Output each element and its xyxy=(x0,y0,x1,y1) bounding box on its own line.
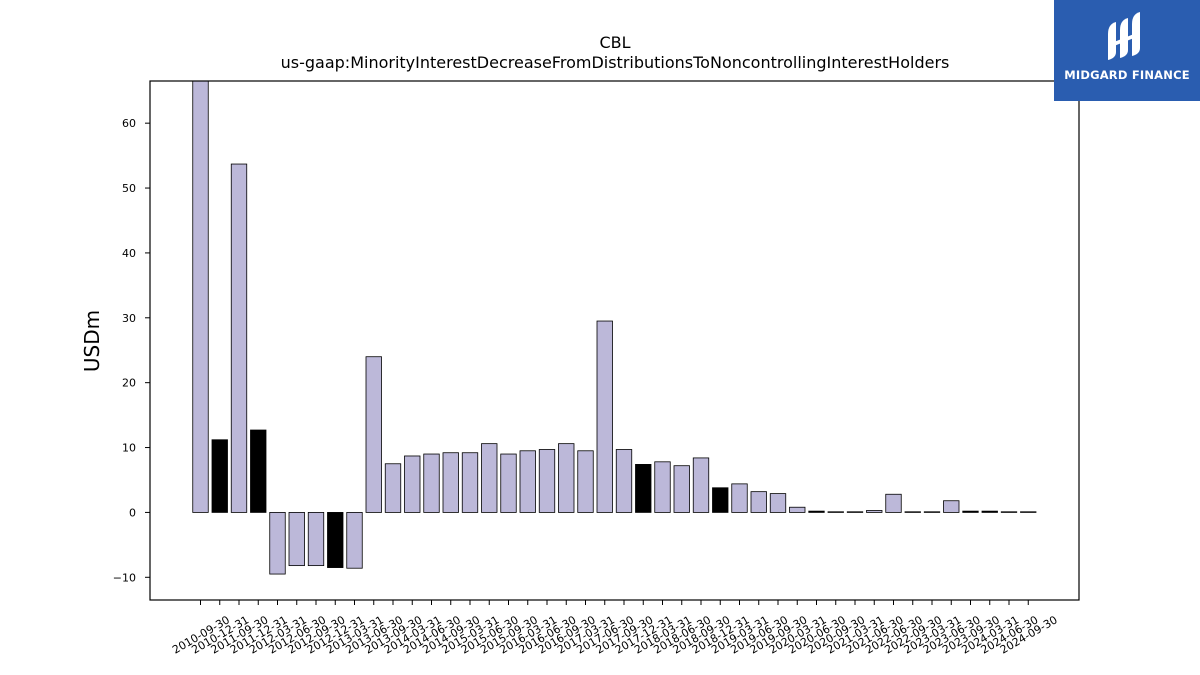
bar xyxy=(635,464,652,513)
bar xyxy=(827,511,844,513)
y-tick-label: −10 xyxy=(113,571,136,584)
bar xyxy=(1000,511,1018,513)
plot-frame xyxy=(149,80,1080,601)
bar xyxy=(423,453,440,513)
plot-area: −1001020304050602010-09-302010-12-312011… xyxy=(113,80,1060,657)
bar xyxy=(923,511,941,513)
y-tick-label: 60 xyxy=(122,117,136,130)
bar xyxy=(731,483,748,513)
bar xyxy=(365,356,382,513)
bar xyxy=(673,465,690,513)
bar xyxy=(866,510,883,513)
y-tick-label: 40 xyxy=(122,247,136,260)
bar xyxy=(712,487,729,513)
y-tick-label: 30 xyxy=(122,312,136,325)
bar xyxy=(307,512,325,567)
bar xyxy=(230,163,248,513)
logo-text: MIDGARD FINANCE xyxy=(1064,68,1190,82)
bar xyxy=(442,452,459,513)
bar xyxy=(692,457,710,513)
bar xyxy=(288,512,305,567)
bar xyxy=(1020,511,1037,513)
bar xyxy=(769,493,787,513)
brand-logo: MIDGARD FINANCE xyxy=(1054,0,1200,101)
bar xyxy=(327,512,344,568)
bar xyxy=(904,511,921,513)
bar xyxy=(384,463,402,513)
bar xyxy=(615,449,633,513)
bar xyxy=(192,80,209,513)
bar xyxy=(885,493,902,513)
bar xyxy=(481,443,498,513)
y-axis-label: USDm xyxy=(80,310,104,372)
bar xyxy=(577,450,594,513)
bar xyxy=(558,443,575,513)
y-tick-label: 0 xyxy=(129,506,136,519)
bar xyxy=(943,500,960,513)
bar xyxy=(962,510,979,513)
bar xyxy=(346,512,363,569)
bar xyxy=(538,449,556,513)
bar xyxy=(981,510,998,513)
bar xyxy=(461,452,479,513)
y-tick-label: 50 xyxy=(122,182,136,195)
y-tick-label: 10 xyxy=(122,442,136,455)
bar xyxy=(500,453,517,513)
bar xyxy=(750,491,767,513)
bar xyxy=(404,455,421,513)
bar xyxy=(519,450,536,513)
bar xyxy=(808,510,825,513)
bar xyxy=(250,429,267,513)
bar xyxy=(269,512,286,575)
y-tick-label: 20 xyxy=(122,377,136,390)
bar xyxy=(211,439,228,513)
bar xyxy=(789,506,806,513)
bar xyxy=(654,461,671,513)
bar xyxy=(846,511,864,513)
chart-title: CBL xyxy=(599,33,630,52)
logo-mark-icon xyxy=(1108,12,1140,60)
chart-subtitle: us-gaap:MinorityInterestDecreaseFromDist… xyxy=(281,53,950,72)
bar xyxy=(596,320,613,513)
